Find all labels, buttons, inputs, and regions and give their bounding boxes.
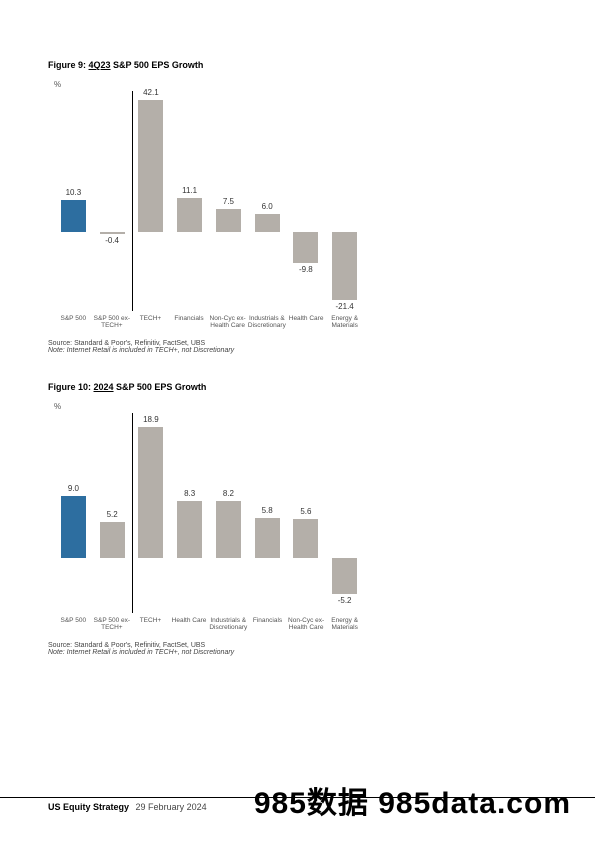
chart-column: 9.0 <box>54 413 93 613</box>
chart-column: 10.3 <box>54 91 93 311</box>
chart-column: 11.1 <box>170 91 209 311</box>
x-axis-label: Energy & Materials <box>325 617 364 632</box>
bar-value-label: 9.0 <box>54 484 93 493</box>
bar-value-label: 5.6 <box>287 507 326 516</box>
bar-value-label: 18.9 <box>132 415 171 424</box>
figure-9-yunit: % <box>54 80 547 89</box>
chart-column: 42.1 <box>132 91 171 311</box>
figure-10-suffix: S&P 500 EPS Growth <box>114 382 207 392</box>
bar-value-label: 7.5 <box>209 197 248 206</box>
chart-column: 8.3 <box>170 413 209 613</box>
x-axis-label: S&P 500 ex-TECH+ <box>93 315 132 330</box>
figure-10-xaxis: S&P 500S&P 500 ex-TECH+TECH+Health CareI… <box>54 617 364 632</box>
x-axis-label: Financials <box>248 617 287 632</box>
bar-value-label: -5.2 <box>325 596 364 605</box>
bar-value-label: 8.2 <box>209 489 248 498</box>
figure-9-note: Note: Internet Retail is included in TEC… <box>48 347 547 354</box>
chart-bar <box>100 232 125 233</box>
figure-9-period: 4Q23 <box>89 60 111 70</box>
figure-9-prefix: Figure 9: <box>48 60 89 70</box>
figure-9-chart-wrap: 10.3 -0.4 42.1 11.17.56.0 -9.8 -21.4 S&P 500S… <box>54 91 364 330</box>
figure-10-prefix: Figure 10: <box>48 382 94 392</box>
x-axis-label: Health Care <box>287 315 326 330</box>
footer-date: 29 February 2024 <box>136 802 207 812</box>
bar-value-label: 11.1 <box>170 186 209 195</box>
x-axis-label: Non-Cyc ex- Health Care <box>208 315 247 330</box>
bar-value-label: 5.2 <box>93 510 132 519</box>
figure-9-chart: 10.3 -0.4 42.1 11.17.56.0 -9.8 -21.4 <box>54 91 364 311</box>
x-axis-label: Industrials & Discretionary <box>247 315 287 330</box>
figure-9: Figure 9: 4Q23 S&P 500 EPS Growth % 10.3… <box>48 60 547 354</box>
figure-9-suffix: S&P 500 EPS Growth <box>111 60 204 70</box>
chart-bar <box>177 501 202 558</box>
x-axis-label: Non-Cyc ex- Health Care <box>287 617 326 632</box>
x-axis-label: S&P 500 <box>54 315 93 330</box>
chart-column: -9.8 <box>287 91 326 311</box>
chart-bar <box>332 558 357 594</box>
figure-9-source: Source: Standard & Poor's, Refinitiv, Fa… <box>48 340 547 347</box>
figure-10-note: Note: Internet Retail is included in TEC… <box>48 649 547 656</box>
page-body: Figure 9: 4Q23 S&P 500 EPS Growth % 10.3… <box>0 0 595 656</box>
chart-bar <box>293 232 318 263</box>
bar-value-label: 8.3 <box>170 489 209 498</box>
chart-column: 18.9 <box>132 413 171 613</box>
figure-10-chart: 9.0 5.2 18.9 8.38.25.85.6 -5.2 <box>54 413 364 613</box>
figure-10-source: Source: Standard & Poor's, Refinitiv, Fa… <box>48 642 547 649</box>
bar-value-label: 42.1 <box>132 88 171 97</box>
x-axis-label: Energy & Materials <box>325 315 364 330</box>
chart-bar <box>293 519 318 558</box>
chart-bar <box>61 200 86 232</box>
x-axis-label: Industrials & Discretionary <box>208 617 248 632</box>
chart-bar <box>255 518 280 558</box>
chart-bar <box>216 501 241 558</box>
chart-bar <box>138 427 163 557</box>
chart-column: 7.5 <box>209 91 248 311</box>
bar-value-label: -9.8 <box>287 265 326 274</box>
chart-column: 8.2 <box>209 413 248 613</box>
bar-value-label: 6.0 <box>248 202 287 211</box>
bar-value-label: -21.4 <box>325 302 364 311</box>
chart-column: -0.4 <box>93 91 132 311</box>
chart-column: 5.8 <box>248 413 287 613</box>
x-axis-label: TECH+ <box>131 617 170 632</box>
chart-bar <box>216 209 241 233</box>
figure-9-title: Figure 9: 4Q23 S&P 500 EPS Growth <box>48 60 547 70</box>
chart-column: 5.6 <box>287 413 326 613</box>
figure-10: Figure 10: 2024 S&P 500 EPS Growth % 9.0… <box>48 382 547 656</box>
watermark: 985数据 985data.com <box>254 778 571 822</box>
x-axis-label: Health Care <box>170 617 209 632</box>
x-axis-label: S&P 500 ex-TECH+ <box>93 617 132 632</box>
figure-10-period: 2024 <box>94 382 114 392</box>
chart-bar <box>255 214 280 233</box>
chart-bar <box>332 232 357 299</box>
x-axis-label: S&P 500 <box>54 617 93 632</box>
figure-9-xaxis: S&P 500S&P 500 ex-TECH+TECH+FinancialsNo… <box>54 315 364 330</box>
figure-10-title: Figure 10: 2024 S&P 500 EPS Growth <box>48 382 547 392</box>
chart-column: 5.2 <box>93 413 132 613</box>
figure-10-yunit: % <box>54 402 547 411</box>
footer-section: US Equity Strategy <box>48 802 129 812</box>
chart-column: 6.0 <box>248 91 287 311</box>
chart-bar <box>61 496 86 558</box>
chart-column: -21.4 <box>325 91 364 311</box>
chart-bar <box>100 522 125 558</box>
chart-bar <box>177 198 202 233</box>
bar-value-label: 5.8 <box>248 506 287 515</box>
bar-value-label: -0.4 <box>93 236 132 245</box>
figure-10-chart-wrap: 9.0 5.2 18.9 8.38.25.85.6 -5.2 S&P 500S&P 50… <box>54 413 364 632</box>
x-axis-label: TECH+ <box>131 315 170 330</box>
chart-bar <box>138 100 163 232</box>
chart-column: -5.2 <box>325 413 364 613</box>
x-axis-label: Financials <box>170 315 209 330</box>
bar-value-label: 10.3 <box>54 188 93 197</box>
